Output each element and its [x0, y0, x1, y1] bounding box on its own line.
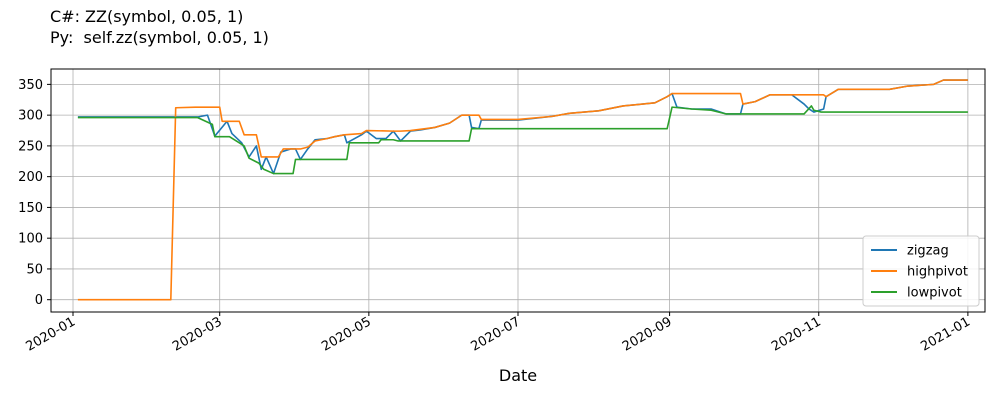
legend-label-lowpivot: lowpivot	[907, 286, 962, 301]
series-line-lowpivot	[77, 105, 968, 175]
x-tick-label: 2020-05	[319, 314, 374, 354]
y-tick-label: 250	[18, 139, 43, 154]
y-tick-label: 0	[35, 293, 43, 308]
y-tick-label: 200	[18, 170, 43, 185]
y-tick-label: 50	[26, 262, 43, 277]
series-line-zigzag	[77, 79, 968, 175]
y-tick-label: 300	[18, 109, 43, 124]
legend-box	[862, 235, 980, 307]
title-line-python: Py: self.zz(symbol, 0.05, 1)	[50, 28, 269, 47]
y-tick-label: 150	[18, 201, 43, 216]
x-tick-label: 2020-09	[620, 314, 675, 354]
y-tick-label: 100	[18, 232, 43, 247]
legend-label-highpivot: highpivot	[907, 265, 968, 280]
x-tick-label: 2021-01	[918, 314, 973, 354]
series-line-highpivot	[77, 79, 968, 301]
chart-title: C#: ZZ(symbol, 0.05, 1) Py: self.zz(symb…	[50, 6, 269, 48]
legend: zigzag highpivot lowpivot	[862, 235, 980, 307]
legend-label-zigzag: zigzag	[907, 244, 949, 259]
series-layer	[77, 79, 968, 301]
x-axis-title: Date	[499, 366, 537, 385]
y-tick-label: 350	[18, 78, 43, 93]
grid-layer	[51, 69, 985, 312]
x-tick-label: 2020-11	[769, 314, 824, 354]
x-tick-label: 2020-03	[170, 314, 225, 354]
title-line-csharp: C#: ZZ(symbol, 0.05, 1)	[50, 7, 244, 26]
x-tick-label: 2020-01	[23, 314, 78, 354]
x-tick-label: 2020-07	[468, 314, 523, 354]
